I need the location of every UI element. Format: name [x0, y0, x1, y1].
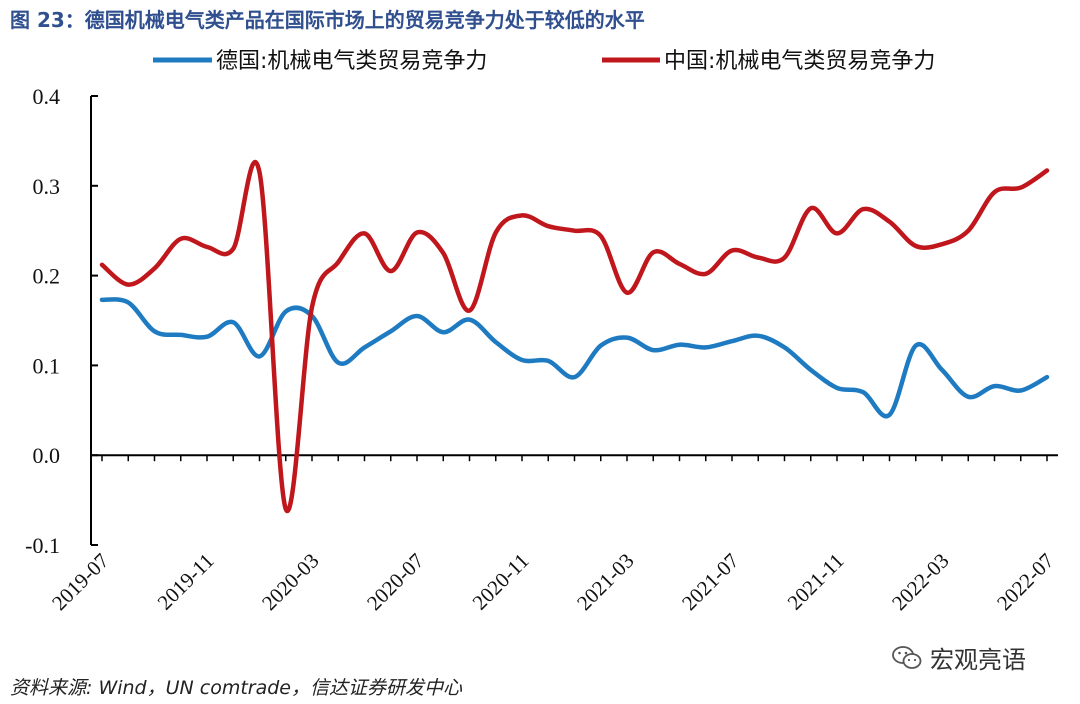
x-tick-label: 2022-07: [992, 549, 1058, 615]
x-tick-label: 2019-07: [47, 549, 113, 615]
wechat-icon: [892, 645, 922, 669]
x-tick-label: 2019-11: [153, 549, 219, 615]
figure-label: 图 23：: [10, 8, 85, 32]
legend: 德国:机械电气类贸易竞争力 中国:机械电气类贸易竞争力: [153, 49, 935, 74]
x-tick-label: 2021-11: [783, 549, 849, 615]
series-line-germany: [99, 297, 1050, 419]
x-tick-label: 2021-07: [677, 549, 743, 615]
y-tick-label: -0.1: [25, 533, 60, 558]
x-tick-label: 2020-11: [468, 549, 534, 615]
x-tick-label: 2022-03: [887, 549, 953, 615]
x-tick-label: 2020-07: [362, 549, 428, 615]
y-tick-label: 0.1: [33, 353, 61, 378]
legend-label-germany: 德国:机械电气类贸易竞争力: [216, 49, 487, 74]
x-tick-label: 2020-03: [257, 549, 323, 615]
figure-title: 图 23：德国机械电气类产品在国际市场上的贸易竞争力处于较低的水平: [10, 4, 645, 33]
series-line-china: [99, 159, 1050, 514]
source-note: 资料来源: Wind，UN comtrade，信达证券研发中心: [10, 677, 463, 699]
y-tick-label: 0.0: [33, 443, 61, 468]
watermark: 宏观亮语: [892, 640, 1026, 675]
x-tick-label: 2021-03: [572, 549, 638, 615]
legend-label-china: 中国:机械电气类贸易竞争力: [664, 49, 935, 74]
y-tick-label: 0.3: [33, 174, 61, 199]
watermark-text: 宏观亮语: [930, 646, 1026, 674]
y-tick-label: 0.4: [33, 84, 61, 109]
figure-title-text: 德国机械电气类产品在国际市场上的贸易竞争力处于较低的水平: [84, 8, 645, 32]
y-tick-label: 0.2: [33, 264, 61, 289]
series-layer: [99, 159, 1050, 514]
